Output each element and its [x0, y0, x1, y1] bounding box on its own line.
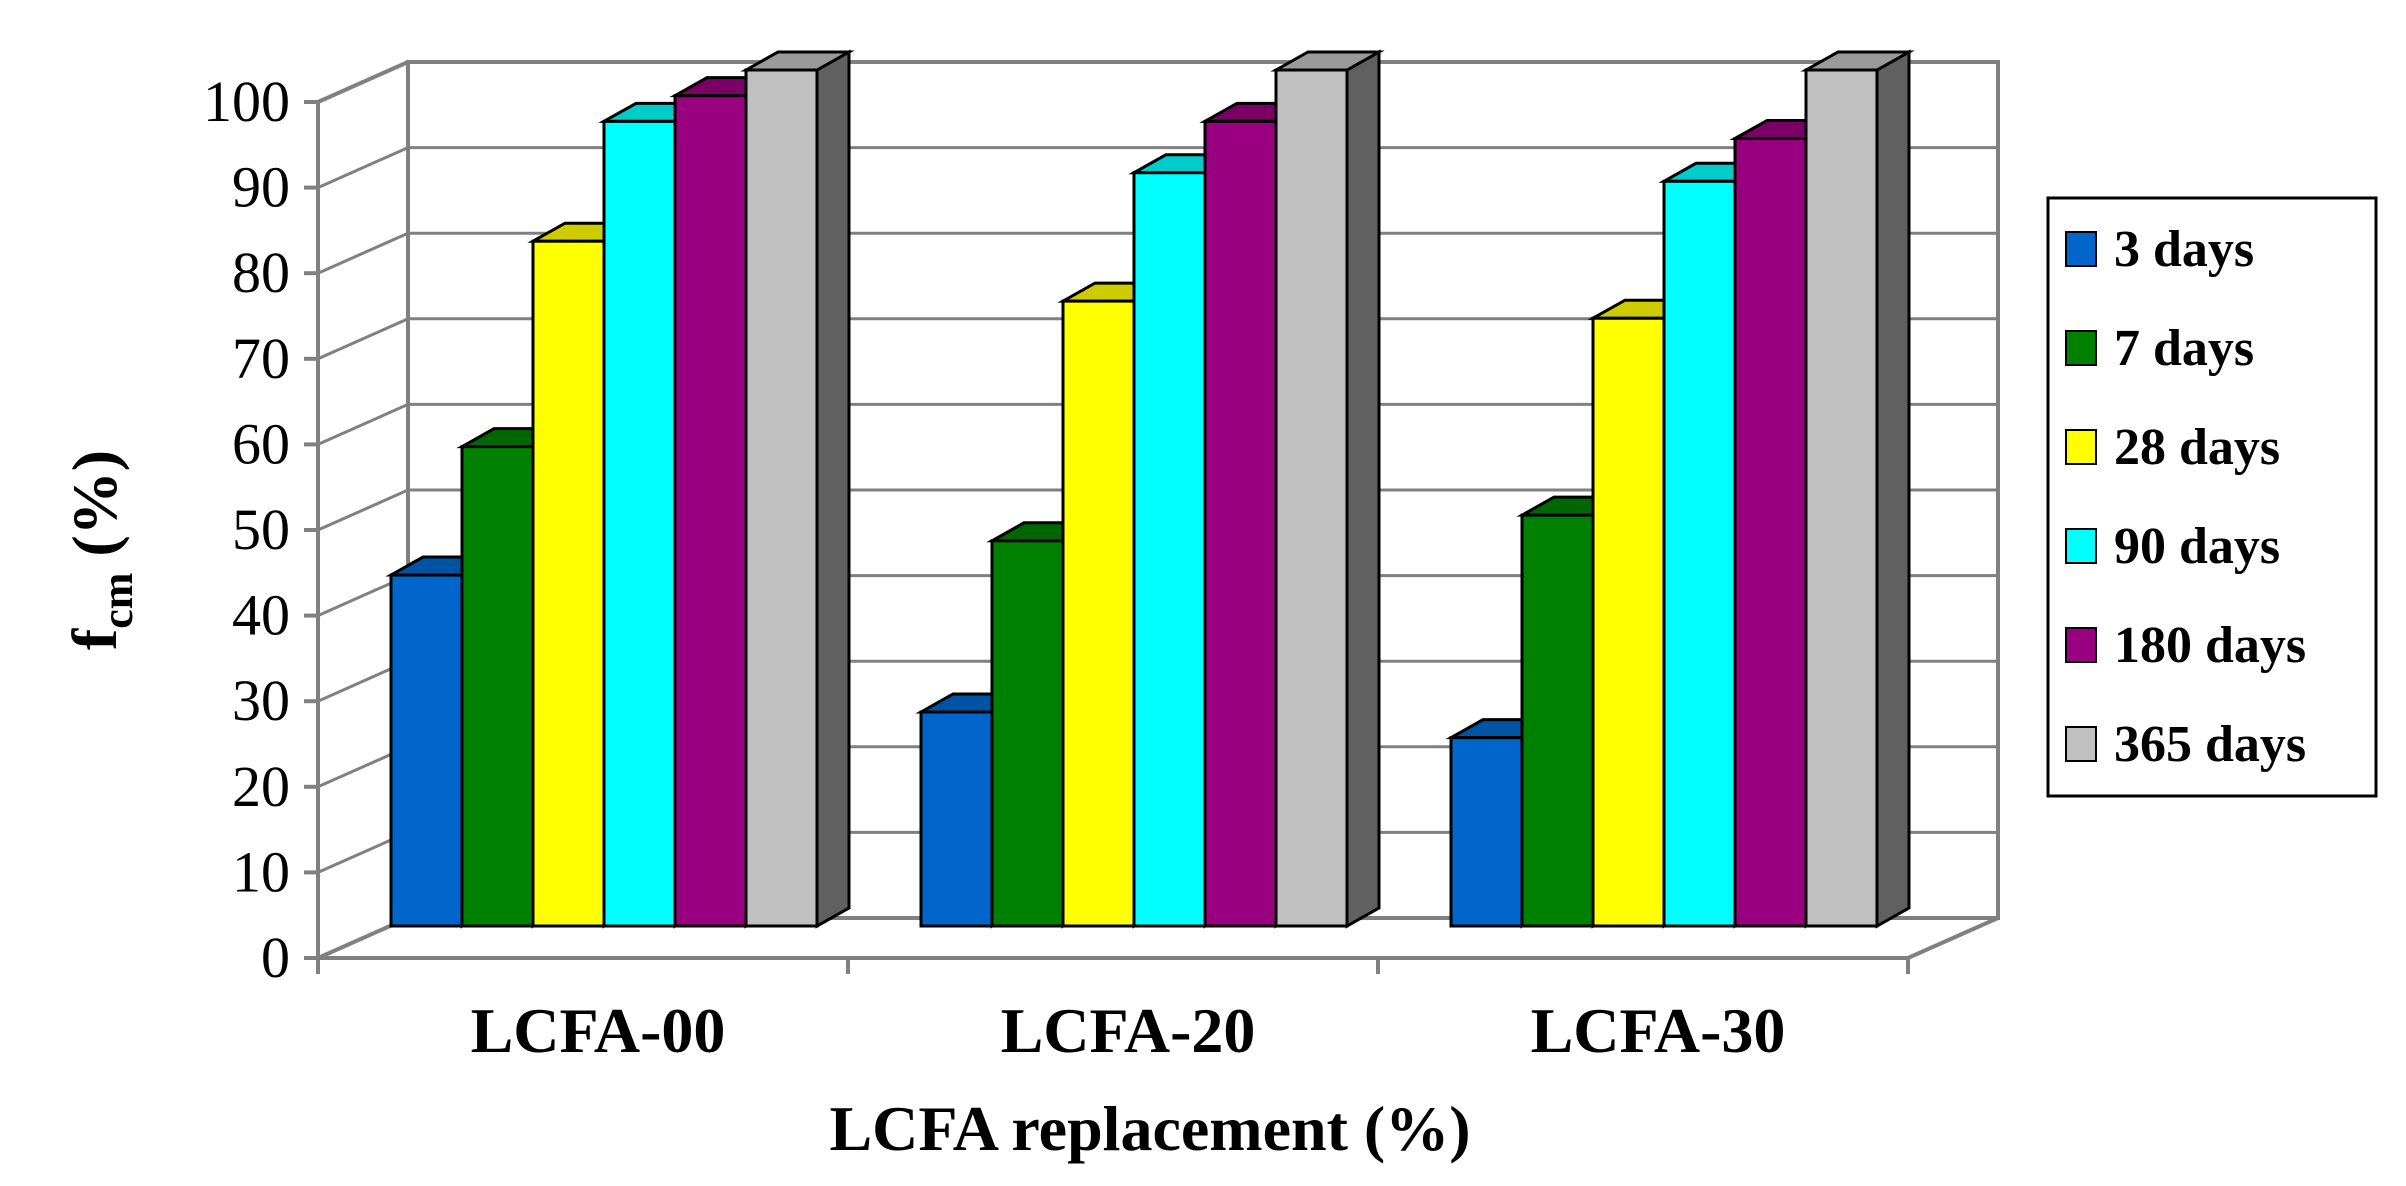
legend-item: 28 days: [2065, 419, 2280, 476]
gridline-side: [317, 317, 409, 361]
bar-front: [1662, 179, 1737, 928]
bar-side: [815, 49, 851, 929]
bar-front: [1132, 171, 1207, 928]
x-category-label: LCFA-20: [1001, 995, 1256, 1066]
legend-swatch: [2065, 528, 2097, 564]
bar-front: [919, 710, 994, 928]
gridline-side: [317, 146, 409, 189]
legend-label: 180 days: [2114, 617, 2306, 674]
x-category-labels: LCFA-00 LCFA-20 LCFA-30: [471, 995, 1786, 1066]
y-axis-title: fcm (%): [59, 450, 142, 650]
legend-swatch: [2065, 726, 2097, 762]
y-tick-label: 30: [232, 668, 290, 733]
bar-front: [1520, 513, 1595, 928]
bar-side: [1875, 49, 1911, 929]
legend-box: [2046, 196, 2378, 798]
legend-item: 7 days: [2065, 320, 2254, 377]
bar-front: [673, 94, 748, 928]
bar-side: [1345, 49, 1381, 929]
x-category-label: LCFA-30: [1531, 995, 1786, 1066]
y-tick-label: 90: [232, 155, 290, 220]
bar-front: [1804, 68, 1879, 928]
bar-front: [1591, 316, 1666, 928]
y-tick-label: 70: [232, 326, 290, 391]
legend-swatch: [2065, 627, 2097, 663]
y-tick-label: 80: [232, 240, 290, 305]
bar-front: [1061, 299, 1136, 928]
bar-front: [1274, 68, 1349, 928]
x-category-label: LCFA-00: [471, 995, 726, 1066]
bar-front: [990, 539, 1065, 928]
bar-front: [1203, 119, 1278, 928]
bar-front: [1449, 736, 1524, 928]
legend: 3 days 7 days 28 days 90 days 180 days 365 da…: [2046, 196, 2378, 798]
bar: [1800, 49, 1915, 929]
legend-label: 3 days: [2114, 221, 2254, 278]
gridline-side: [317, 488, 409, 532]
y-tick-label: 40: [232, 583, 290, 648]
legend-swatch: [2065, 429, 2097, 465]
legend-item: 3 days: [2065, 221, 2254, 278]
y-tick-label: 0: [261, 925, 290, 990]
bar-front: [531, 239, 606, 928]
x-axis-title: LCFA replacement (%): [829, 1093, 1470, 1164]
bar-front: [1733, 136, 1808, 928]
axes: [304, 100, 1910, 974]
y-axis-title-main: f: [59, 628, 130, 650]
legend-item: 90 days: [2065, 518, 2280, 575]
bar-front: [389, 573, 464, 928]
legend-item: 365 days: [2065, 716, 2306, 773]
y-axis-title-suffix: (%): [59, 450, 130, 573]
y-tick-label: 10: [232, 839, 290, 904]
y-axis-title-subscript: cm: [93, 573, 142, 629]
bar: [1270, 49, 1385, 929]
gridline-side: [317, 60, 409, 104]
legend-label: 90 days: [2114, 518, 2280, 575]
legend-label: 7 days: [2114, 320, 2254, 377]
legend-item: 180 days: [2065, 617, 2306, 674]
bar-front: [602, 119, 677, 928]
legend-label: 28 days: [2114, 419, 2280, 476]
y-tick-label: 50: [232, 497, 290, 562]
bars: [385, 49, 1915, 929]
bar: [740, 49, 855, 929]
gridline-side: [317, 231, 409, 275]
y-tick-label: 100: [203, 69, 290, 134]
gridline-side: [317, 403, 409, 446]
bar-front: [744, 68, 819, 928]
bar-front: [460, 445, 535, 928]
legend-label: 365 days: [2114, 716, 2306, 773]
legend-swatch: [2065, 231, 2097, 267]
y-tick-label: 60: [232, 411, 290, 476]
y-tick-labels: 0 10 20 30 40 50 60 70 80 90 100: [203, 69, 290, 990]
y-tick-label: 20: [232, 754, 290, 819]
legend-swatch: [2065, 330, 2097, 366]
